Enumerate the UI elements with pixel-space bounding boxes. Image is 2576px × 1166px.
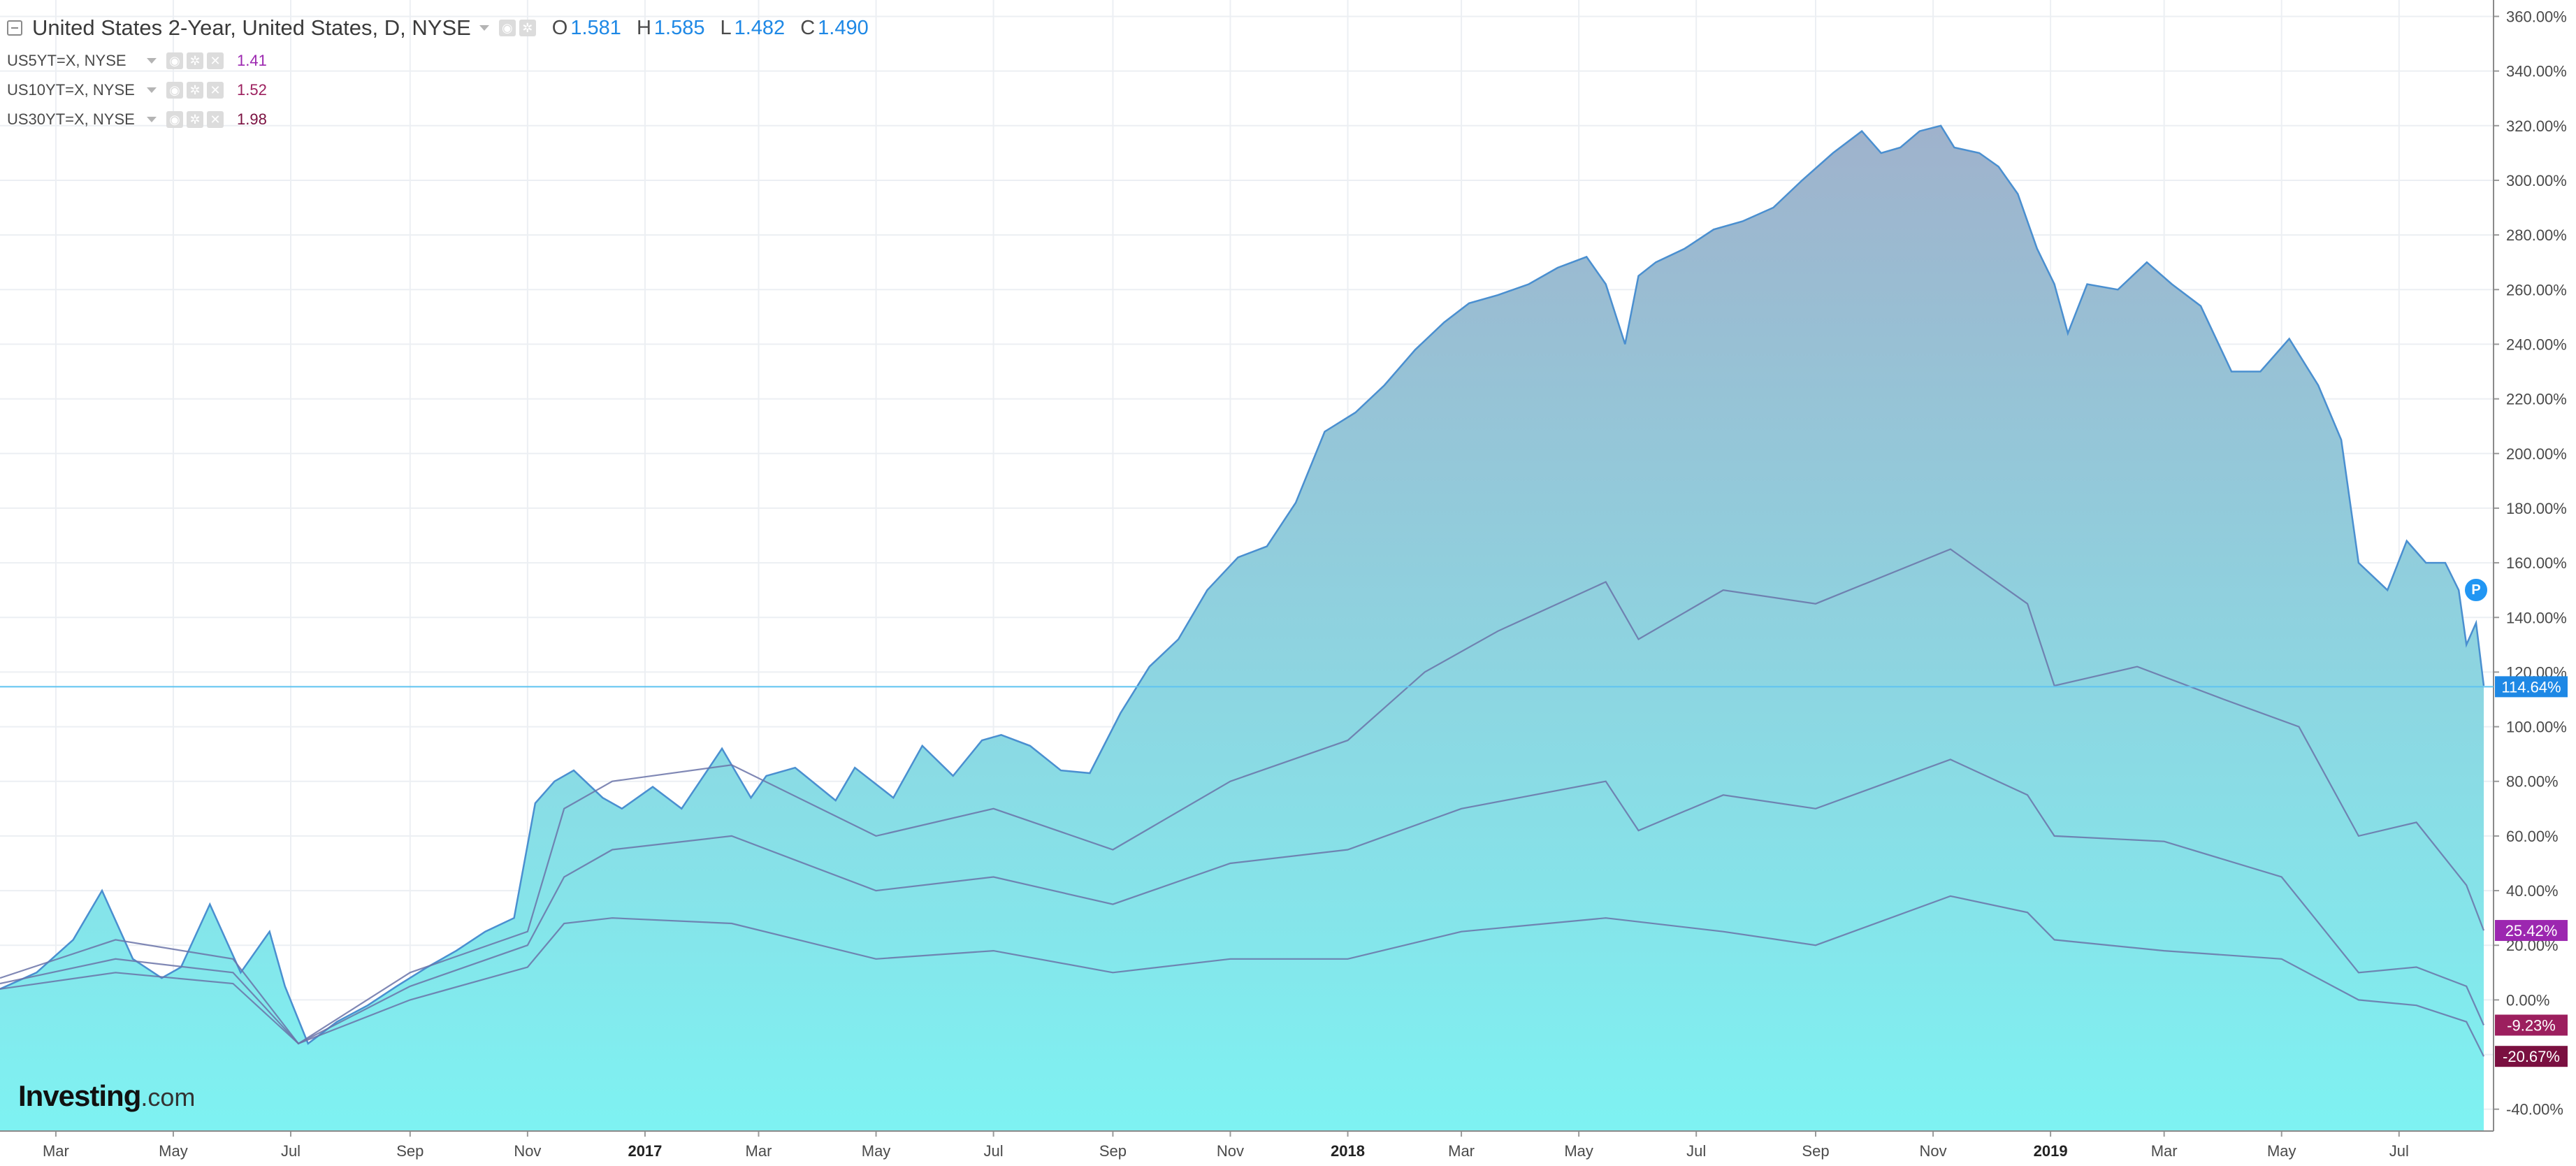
us2y-price-label: 114.64% (2501, 678, 2561, 696)
us10y-line (0, 758, 2485, 1045)
x-tick-label: May (862, 1142, 891, 1160)
ohlc-high: H 1.585 (636, 16, 705, 39)
overlay-value: 1.41 (237, 52, 267, 69)
x-tick-label: Sep (396, 1142, 424, 1160)
x-tick-label: Jul (281, 1142, 301, 1160)
y-tick-label: 200.00% (2506, 445, 2567, 463)
main-series-area (0, 124, 2485, 1131)
gear-icon[interactable]: ✲ (187, 52, 203, 69)
us5y-line (0, 548, 2485, 1045)
us30y-line (0, 895, 2484, 1057)
price-labels: 114.64% 25.42% -9.23% -20.67% (0, 676, 2568, 1067)
x-tick-label: Jul (2389, 1142, 2409, 1160)
y-tick-label: 60.00% (2506, 828, 2559, 845)
y-tick-label: 280.00% (2506, 226, 2567, 244)
collapse-legend-icon[interactable] (7, 20, 22, 36)
investing-logo: Investing.com (18, 1079, 196, 1112)
y-tick-label: 100.00% (2506, 719, 2567, 736)
y-tick-label: 360.00% (2506, 8, 2567, 25)
close-icon[interactable]: ✕ (207, 82, 224, 99)
y-tick-label: 160.00% (2506, 554, 2567, 572)
close-icon[interactable]: ✕ (207, 111, 224, 128)
x-tick-label: Jul (1686, 1142, 1706, 1160)
overlay-symbol: US5YT=X, NYSE (7, 52, 126, 69)
y-tick-label: -40.00% (2506, 1101, 2563, 1118)
x-tick-label: 2019 (2034, 1142, 2068, 1160)
y-tick-label: 0.00% (2506, 991, 2549, 1009)
y-tick-label: 220.00% (2506, 391, 2567, 408)
us10y-price-label-bg (2495, 1014, 2568, 1036)
x-tick-label: Sep (1802, 1142, 1829, 1160)
x-tick-label: Nov (1217, 1142, 1244, 1160)
overlay-symbol: US10YT=X, NYSE (7, 81, 135, 99)
x-tick-label: Mar (43, 1142, 69, 1160)
us5y-price-label: 25.42% (2505, 922, 2558, 940)
y-tick-label: 140.00% (2506, 609, 2567, 626)
y-tick-label: 180.00% (2506, 500, 2567, 517)
overlay-value: 1.52 (237, 81, 267, 99)
gear-icon[interactable]: ✲ (519, 20, 536, 36)
y-tick-label: 240.00% (2506, 336, 2567, 353)
chevron-down-icon[interactable] (147, 117, 157, 122)
ohlc-open: O 1.581 (551, 16, 621, 39)
y-tick-label: 340.00% (2506, 63, 2567, 80)
x-tick-label: Nov (1919, 1142, 1946, 1160)
x-tick-label: Mar (2151, 1142, 2178, 1160)
x-tick-label: May (1564, 1142, 1593, 1160)
chevron-down-icon[interactable] (147, 87, 157, 93)
chart-legend: United States 2-Year, United States, D, … (7, 10, 869, 134)
gear-icon[interactable]: ✲ (187, 82, 203, 99)
legend-overlay-row[interactable]: US10YT=X, NYSE ◉ ✲ ✕ 1.52 (7, 75, 869, 105)
x-tick-label: Mar (1448, 1142, 1475, 1160)
y-tick-label: 300.00% (2506, 172, 2567, 189)
us2y-price-label-bg (2495, 676, 2568, 698)
overlay-series-lines (0, 548, 2485, 1057)
legend-title: United States 2-Year, United States, D, … (32, 15, 471, 40)
ohlc-low: L 1.482 (720, 16, 786, 39)
overlay-symbol: US30YT=X, NYSE (7, 110, 135, 128)
ohlc-values: O 1.581 H 1.585 L 1.482 C 1.490 (552, 17, 869, 40)
eye-icon[interactable]: ◉ (166, 52, 183, 69)
x-tick-label: 2018 (1331, 1142, 1365, 1160)
x-tick-label: Sep (1099, 1142, 1127, 1160)
y-tick-label: 260.00% (2506, 281, 2567, 298)
us10y-price-label: -9.23% (2507, 1016, 2556, 1034)
us30y-price-label: -20.67% (2503, 1048, 2560, 1065)
x-tick-label: May (159, 1142, 188, 1160)
gear-icon[interactable]: ✲ (187, 111, 203, 128)
us30y-price-label-bg (2495, 1046, 2568, 1067)
eye-icon[interactable]: ◉ (166, 111, 183, 128)
y-tick-label: 80.00% (2506, 773, 2559, 791)
us2y-area-fill (0, 125, 2484, 1131)
us5y-price-label-bg (2495, 920, 2568, 942)
x-tick-label: Mar (746, 1142, 772, 1160)
overlay-value: 1.98 (237, 110, 267, 128)
y-tick-label: 320.00% (2506, 117, 2567, 135)
ohlc-close: C 1.490 (800, 16, 869, 39)
close-icon[interactable]: ✕ (207, 52, 224, 69)
x-tick-label: Jul (984, 1142, 1004, 1160)
x-tick-label: Nov (514, 1142, 541, 1160)
price-marker-badge[interactable]: P (2463, 577, 2489, 603)
legend-main-row: United States 2-Year, United States, D, … (7, 10, 869, 46)
eye-icon[interactable]: ◉ (498, 20, 516, 36)
legend-overlay-row[interactable]: US30YT=X, NYSE ◉ ✲ ✕ 1.98 (7, 105, 869, 134)
chevron-down-icon[interactable] (147, 58, 157, 64)
chevron-down-icon[interactable] (479, 25, 489, 31)
eye-icon[interactable]: ◉ (166, 82, 183, 99)
us2y-line (0, 124, 2485, 1045)
x-tick-label: 2017 (628, 1142, 662, 1160)
legend-overlay-row[interactable]: US5YT=X, NYSE ◉ ✲ ✕ 1.41 (7, 46, 869, 75)
x-tick-label: May (2267, 1142, 2296, 1160)
y-tick-label: 40.00% (2506, 882, 2559, 900)
